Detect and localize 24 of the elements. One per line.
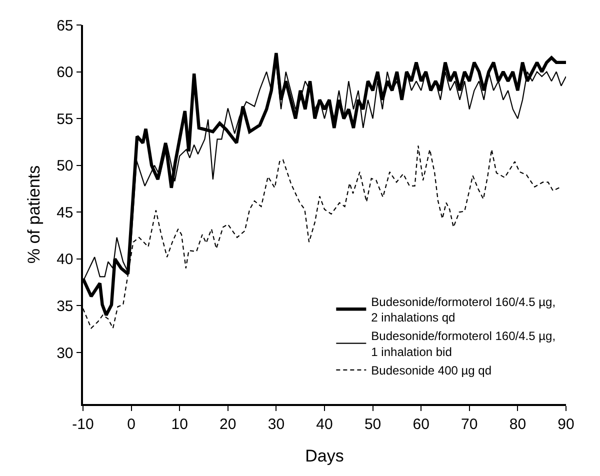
x-tick-label: 30: [268, 416, 285, 433]
x-axis-title: Days: [305, 446, 344, 466]
legend-label: Budesonide/formoterol 160/4.5 µg, 1 inhalation bid: [371, 329, 556, 359]
y-axis-title: % of patients: [24, 165, 44, 264]
y-tick-label: 35: [56, 298, 74, 315]
x-tick-label: 80: [509, 416, 526, 433]
y-tick-label: 60: [56, 64, 74, 82]
x-tick-label: 50: [364, 416, 382, 433]
y-tick-label: 65: [56, 17, 74, 34]
x-tick-label: 90: [558, 416, 574, 433]
x-tick-label: 10: [171, 416, 188, 433]
x-tick-label: 70: [461, 416, 478, 433]
x-tick-label: 40: [316, 416, 333, 433]
y-tick-label: 45: [56, 204, 74, 222]
x-tick-label: 0: [127, 416, 136, 433]
x-tick-label: 60: [412, 416, 430, 433]
x-tick-label: -10: [72, 416, 94, 433]
legend-label: Budesonide/formoterol 160/4.5 µg, 2 inhalations qd: [371, 295, 556, 325]
legend-label: Budesonide 400 µg qd: [371, 364, 492, 378]
y-tick-label: 30: [56, 344, 74, 362]
y-tick-label: 50: [56, 158, 74, 175]
y-tick-label: 55: [56, 110, 74, 128]
x-tick-label: 20: [220, 416, 236, 433]
y-tick-label: 40: [56, 251, 74, 268]
